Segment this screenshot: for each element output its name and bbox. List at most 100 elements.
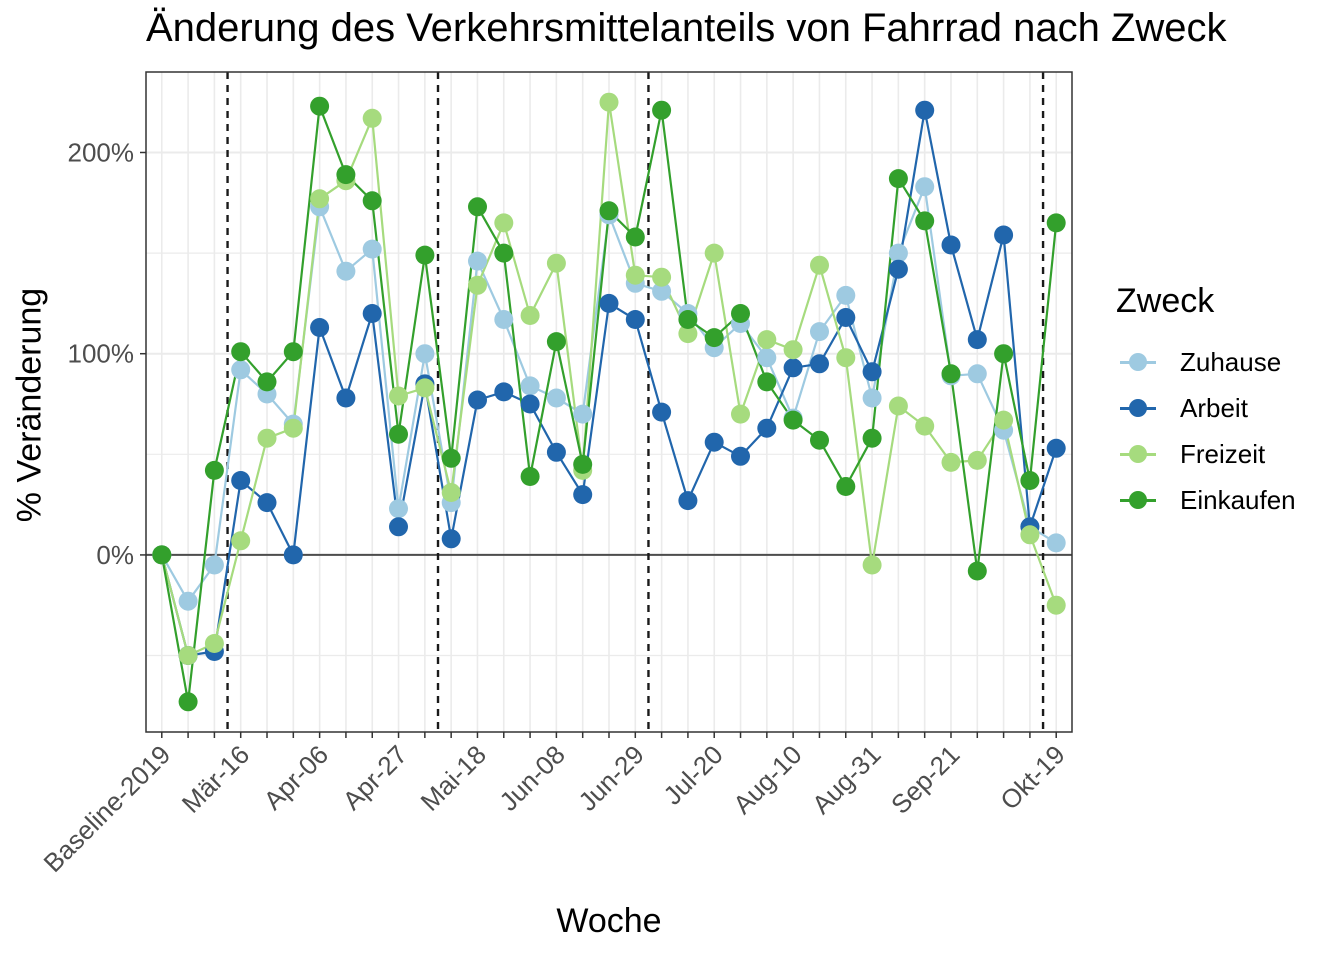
data-point-zuhause <box>1046 533 1066 553</box>
data-point-zuhause <box>415 344 435 364</box>
legend-label-arbeit: Arbeit <box>1180 392 1248 423</box>
data-point-arbeit <box>389 517 408 537</box>
legend-key-einkaufen <box>1116 477 1160 523</box>
data-point-einkaufen <box>678 310 698 329</box>
data-point-zuhause <box>573 404 593 424</box>
data-point-freizeit <box>520 306 540 325</box>
chart-title: Änderung des Verkehrsmittelanteils von F… <box>146 6 1227 50</box>
x-tick-label: Aug-10 <box>727 739 807 819</box>
data-point-einkaufen <box>178 692 198 712</box>
legend-item-arbeit: Arbeit <box>1116 385 1296 431</box>
data-point-zuhause <box>652 281 672 301</box>
data-point-arbeit <box>546 442 566 462</box>
data-point-freizeit <box>1020 525 1040 545</box>
data-point-einkaufen <box>783 410 803 430</box>
data-point-einkaufen <box>599 201 619 221</box>
data-point-arbeit <box>573 485 593 505</box>
data-point-zuhause <box>967 364 987 384</box>
x-tick-label: Apr-27 <box>337 739 413 815</box>
data-point-zuhause <box>862 388 882 408</box>
y-tick-label: 200% <box>68 137 135 167</box>
data-point-arbeit <box>704 432 724 452</box>
data-point-zuhause <box>915 177 935 197</box>
data-point-freizeit <box>546 253 566 273</box>
data-point-arbeit <box>468 390 487 410</box>
data-point-freizeit <box>994 410 1014 430</box>
data-point-zuhause <box>888 243 908 263</box>
data-point-einkaufen <box>625 227 645 247</box>
data-point-zuhause <box>810 322 829 342</box>
data-point-zuhause <box>520 376 540 396</box>
data-point-arbeit <box>257 493 277 513</box>
data-point-zuhause <box>836 285 856 305</box>
data-point-freizeit <box>1046 595 1066 615</box>
data-point-einkaufen <box>1020 471 1040 490</box>
data-point-freizeit <box>415 378 435 398</box>
data-point-freizeit <box>915 416 935 436</box>
x-tick-label: Sep-21 <box>885 739 965 819</box>
data-point-zuhause <box>362 239 382 259</box>
data-point-einkaufen <box>915 211 935 231</box>
data-point-einkaufen <box>415 245 435 265</box>
data-point-einkaufen <box>468 197 487 217</box>
legend-item-zuhause: Zuhause <box>1116 339 1296 385</box>
axes: 0% 100% 200% Baseline-2019 Mär-16 Apr-06 Apr-2… <box>38 137 1071 878</box>
data-point-einkaufen <box>888 169 908 189</box>
data-point-freizeit <box>494 213 514 233</box>
legend-label-einkaufen: Einkaufen <box>1180 484 1296 515</box>
data-point-freizeit <box>704 243 724 263</box>
data-point-einkaufen <box>231 342 251 362</box>
data-point-einkaufen <box>152 545 172 565</box>
legend-key-freizeit <box>1116 431 1160 477</box>
data-point-freizeit <box>783 340 803 360</box>
data-point-einkaufen <box>310 96 330 116</box>
data-point-einkaufen <box>573 454 593 474</box>
data-point-freizeit <box>652 267 672 287</box>
data-point-einkaufen <box>283 342 303 362</box>
data-point-freizeit <box>810 255 829 275</box>
data-point-arbeit <box>336 388 356 408</box>
data-point-arbeit <box>231 471 251 490</box>
legend-title: Zweck <box>1116 282 1215 320</box>
data-point-einkaufen <box>810 430 829 450</box>
grid-lines <box>146 72 1072 732</box>
legend-label-freizeit: Freizeit <box>1180 438 1266 469</box>
data-point-einkaufen <box>546 332 566 352</box>
data-point-einkaufen <box>757 372 777 392</box>
data-point-arbeit <box>783 358 803 378</box>
data-point-einkaufen <box>862 428 882 448</box>
legend-item-einkaufen: Einkaufen <box>1116 477 1296 523</box>
data-point-freizeit <box>678 324 698 344</box>
data-point-freizeit <box>389 386 408 406</box>
data-point-freizeit <box>468 275 487 295</box>
data-point-freizeit <box>941 452 961 472</box>
data-point-zuhause <box>468 251 487 271</box>
data-point-freizeit <box>283 418 303 438</box>
data-point-freizeit <box>178 646 198 665</box>
data-point-zuhause <box>204 555 224 575</box>
data-point-einkaufen <box>389 424 408 444</box>
data-point-arbeit <box>967 330 987 350</box>
data-point-einkaufen <box>204 460 224 480</box>
x-tick-label: Aug-31 <box>806 739 886 819</box>
x-tick-label: Apr-06 <box>258 739 334 815</box>
legend: Zweck Zuhause Arbeit Freizeit Einkaufen <box>1116 282 1296 523</box>
data-point-freizeit <box>441 483 461 502</box>
x-tick-label: Jun-29 <box>572 739 649 816</box>
series-points <box>152 92 1066 712</box>
x-tick-label: Mai-18 <box>415 739 492 816</box>
data-point-zuhause <box>178 591 198 611</box>
data-point-arbeit <box>678 491 698 511</box>
data-point-einkaufen <box>336 165 356 185</box>
data-point-freizeit <box>231 531 251 551</box>
data-point-einkaufen <box>704 328 724 348</box>
data-point-freizeit <box>757 330 777 350</box>
data-point-arbeit <box>362 304 382 323</box>
data-point-arbeit <box>625 310 645 329</box>
data-point-arbeit <box>941 235 961 255</box>
data-point-arbeit <box>915 100 935 120</box>
x-tick-label: Jun-08 <box>493 739 570 816</box>
data-point-einkaufen <box>520 467 540 486</box>
data-point-freizeit <box>362 108 382 128</box>
